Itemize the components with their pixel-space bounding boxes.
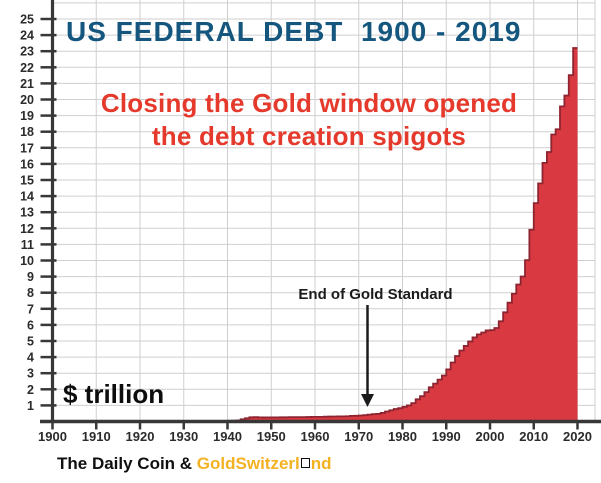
gold-standard-arrowhead xyxy=(361,394,374,407)
y-tick-label: 7 xyxy=(27,302,34,316)
y-tick-label: 19 xyxy=(20,109,34,123)
x-tick-label: 1980 xyxy=(388,429,417,444)
y-tick-label: 13 xyxy=(20,206,34,220)
y-tick-label: 9 xyxy=(27,270,34,284)
brand-text-prefix: GoldSwitzerl xyxy=(196,454,300,473)
x-tick-label: 1900 xyxy=(38,429,67,444)
headline-line2: the debt creation spigots xyxy=(151,121,467,151)
y-tick-label: 10 xyxy=(20,254,34,268)
y-tick-label: 22 xyxy=(20,61,34,75)
brand-text-suffix: nd xyxy=(310,454,332,473)
x-tick-label: 1970 xyxy=(344,429,373,444)
y-tick-label: 4 xyxy=(27,351,34,365)
y-tick-label: 16 xyxy=(20,157,34,171)
y-tick-label: 21 xyxy=(20,77,34,91)
x-tick-label: 1930 xyxy=(169,429,198,444)
y-tick-label: 14 xyxy=(20,190,34,204)
x-tick-label: 1950 xyxy=(257,429,286,444)
gold-standard-annotation: End of Gold Standard xyxy=(298,286,453,303)
y-tick-label: 25 xyxy=(20,13,34,27)
y-tick-label: 5 xyxy=(27,335,34,349)
y-tick-label: 12 xyxy=(20,222,34,236)
missing-glyph-box xyxy=(300,458,310,468)
y-tick-label: 24 xyxy=(20,29,34,43)
x-tick-label: 1910 xyxy=(82,429,111,444)
x-tick-label: 1960 xyxy=(301,429,330,444)
brand-text: GoldSwitzerl nd xyxy=(197,454,332,473)
credit-text: The Daily Coin & xyxy=(57,454,197,473)
y-tick-label: 3 xyxy=(27,367,34,381)
x-tick-label: 2020 xyxy=(563,429,592,444)
footer-credit: The Daily Coin & GoldSwitzerl nd xyxy=(57,454,332,474)
x-tick-label: 2010 xyxy=(519,429,548,444)
y-tick-label: 20 xyxy=(20,93,34,107)
y-tick-label: 2 xyxy=(27,383,34,397)
x-tick-label: 1920 xyxy=(126,429,155,444)
headline-text: Closing the Gold window opened the debt … xyxy=(53,87,565,153)
unit-label: $ trillion xyxy=(63,379,165,409)
x-tick-label: 1990 xyxy=(432,429,461,444)
y-tick-label: 6 xyxy=(27,318,34,332)
y-tick-label: 11 xyxy=(21,238,34,252)
y-tick-label: 17 xyxy=(20,141,34,155)
debt-area xyxy=(52,47,578,422)
y-tick-label: 8 xyxy=(27,286,34,300)
y-tick-label: 23 xyxy=(20,45,34,59)
x-tick-label: 1940 xyxy=(213,429,242,444)
y-tick-label: 15 xyxy=(20,174,34,188)
headline-line1: Closing the Gold window opened xyxy=(100,88,518,118)
y-tick-label: 1 xyxy=(27,399,34,413)
y-tick-label: 18 xyxy=(20,125,34,139)
x-tick-label: 2000 xyxy=(476,429,505,444)
chart-title: US FEDERAL DEBT 1900 - 2019 xyxy=(66,16,522,47)
